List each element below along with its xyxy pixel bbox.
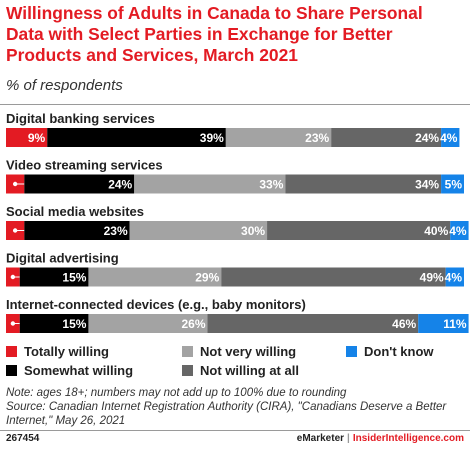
bar-segment [19,267,89,287]
bar-segment [225,128,332,147]
bar-segment [24,221,130,240]
bar-value-label: 23% [305,131,329,145]
legend-swatch [346,346,357,357]
bar-value-label: 33% [259,178,283,192]
legend-label: Somewhat willing [24,363,134,378]
bar-segment [445,267,464,287]
bar-value-label: 30% [241,224,265,238]
bar-segment [331,128,442,147]
brand-emarketer: eMarketer [296,433,345,444]
chart-subtitle: % of respondents [6,77,123,94]
bar-value-label: 4% [440,131,458,145]
bottom-divider [0,430,470,431]
bar-value-label: 4% [449,224,467,238]
bar-segment [267,221,451,240]
bar-segment [450,221,469,240]
legend-swatch [182,365,193,376]
legend-swatch [6,365,17,376]
bar-value-label: 24% [108,178,132,192]
bar-segment [129,221,268,240]
category-label: Internet-connected devices (e.g., baby m… [6,297,306,312]
bar-value-label: 39% [200,131,224,145]
legend-label: Totally willing [24,344,109,359]
bar-value-label: 15% [62,271,86,285]
footer-brand: eMarketer | InsiderIntelligence.com [297,433,464,444]
bar-segment [88,267,222,287]
note-text: Note: ages 18+; numbers may not add up t… [6,387,347,399]
legend-label: Not very willing [200,344,297,359]
footnote: Note: ages 18+; numbers may not add up t… [6,386,466,428]
top-divider [0,104,470,105]
bar-segment [207,314,419,333]
category-label: Digital advertising [6,251,119,266]
category-label: Video streaming services [6,158,163,173]
bar-value-label: 29% [195,271,219,285]
bar-value-label: 40% [424,224,448,238]
category-label: Social media websites [6,204,144,219]
legend: Totally willing Somewhat willing Not ver… [0,341,470,391]
bar-segment [418,314,469,333]
bar-value-label: 9% [28,131,46,145]
bar-segment [221,267,446,287]
brand-insiderintelligence: InsiderIntelligence.com [352,433,464,444]
bar-value-label: 34% [415,178,439,192]
legend-swatch [182,346,193,357]
brand-separator: | [347,433,350,444]
bar-value-label: 15% [62,317,86,331]
legend-label: Don't know [364,344,434,359]
bar-value-label: 24% [415,131,439,145]
bar-segment [6,128,48,147]
bar-segment [47,128,226,147]
bar-value-label: 26% [181,317,205,331]
bar-segment [19,314,89,333]
legend-label: Not willing at all [200,363,299,378]
legend-swatch [6,346,17,357]
bar-segment [441,128,460,147]
source-text: Source: Canadian Internet Registration A… [6,401,447,427]
bar-value-label: 5% [445,178,463,192]
chart-title: Willingness of Adults in Canada to Share… [6,3,423,65]
bar-value-label: 49% [420,271,444,285]
bar-value-label: 23% [104,224,128,238]
bar-segment [24,174,135,194]
bar-value-label: 46% [392,317,416,331]
bar-segment [88,314,208,333]
bar-value-label: 4% [445,271,463,285]
bar-segment [285,174,442,194]
category-label: Digital banking services [6,111,155,126]
bar-segment [441,174,464,194]
bar-segment [134,174,286,194]
bar-value-label: 11% [443,317,467,331]
chart-id: 267454 [6,433,40,444]
